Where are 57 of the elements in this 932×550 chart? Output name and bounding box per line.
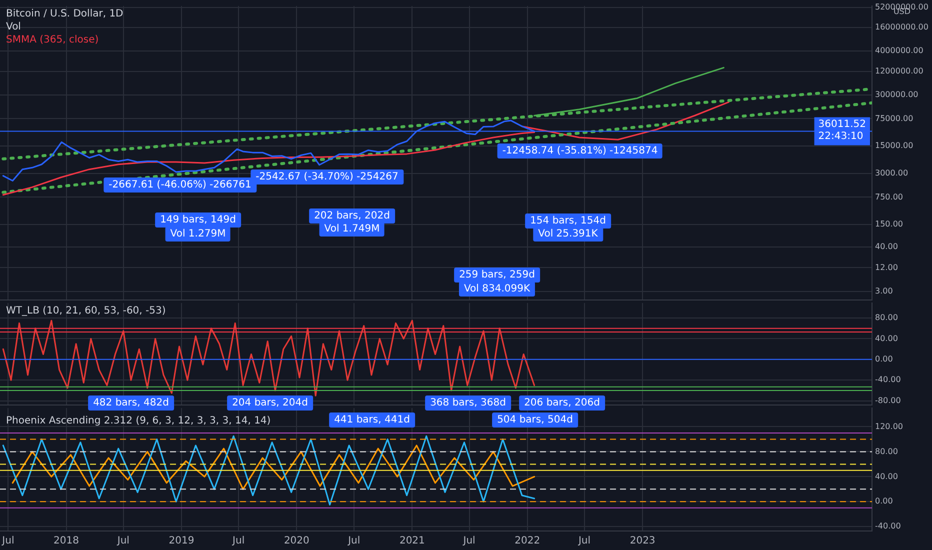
y-tick-label: 0.00 [875,496,893,506]
annotation: 259 bars, 259d [454,268,540,282]
x-tick-label: 2023 [630,536,656,547]
annotation: 154 bars, 154d [525,214,611,228]
y-tick-label: 150.00 [875,220,903,229]
annotation: -12458.74 (-35.81%) -1245874 [497,144,663,158]
x-tick-label: Jul [462,536,476,547]
x-tick-label: Jul [1,536,14,547]
x-tick-label: 2019 [168,536,194,547]
annotation: 441 bars, 441d [329,412,415,428]
annotation: Vol 834.099K [458,282,536,296]
y-tick-label: -80.00 [875,396,901,405]
y-tick-label: 1200000.00 [875,66,924,76]
x-tick-label: Jul [116,536,130,547]
annotation: 482 bars, 482d [88,396,174,410]
x-tick-label: Jul [232,536,245,547]
y-tick-label: 300000.00 [875,90,918,100]
annotation: 204 bars, 204d [227,396,313,410]
y-tick-label: 3.00 [875,286,893,296]
y-tick-label: 40.00 [875,242,898,252]
annotation: 149 bars, 149d [155,212,241,228]
y-tick-label: 120.00 [875,422,903,431]
annotation: 202 bars, 202d [309,208,395,224]
annotation: 504 bars, 504d [492,412,578,428]
y-tick-label: 750.00 [875,192,903,202]
text: Phoenix Ascending 2.312 (9, 6, 3, 12, 3, 3, 3, 14, 14) [6,416,271,427]
y-tick-label: 3000.00 [875,168,908,178]
x-tick-label: 2020 [284,536,310,547]
text: Vol [6,22,21,33]
y-tick-label: 40.00 [875,472,898,481]
chart-title: Bitcoin / U.S. Dollar, 1D [6,8,124,20]
y-tick-label: -40.00 [875,375,901,384]
y-tick-label: 4000000.00 [875,46,924,56]
y-tick-label: 80.00 [875,313,898,322]
annotation: Vol 25.391K [533,226,603,242]
ref-line-label: 36011.52 22:43:10 [818,118,866,142]
annotation: 206 bars, 206d [519,396,605,410]
annotation: Vol 1.279M [165,226,231,242]
y-tick-label: 80.00 [875,446,898,456]
x-tick-label: Jul [577,536,591,547]
text: SMMA (365, close) [6,34,99,46]
annotation: 368 bars, 368d [425,396,511,410]
y-tick-label: 75000.00 [875,114,914,123]
chart-title: WT_LB (10, 21, 60, 53, -60, -53) [6,306,166,317]
annotation: -2542.67 (-34.70%) -254267 [250,170,404,184]
x-tick-label: 2021 [399,536,425,547]
y-tick-label: -40.00 [875,522,901,531]
y-tick-label: 16000000.00 [875,22,928,32]
y-tick-label: 12.00 [875,262,898,272]
annotation: -2667.61 (-46.06%) -266761 [104,178,256,192]
y-tick-label: 0.00 [875,354,893,364]
x-tick-label: Jul [347,536,360,547]
annotation: Vol 1.749M [319,222,385,236]
x-tick-label: 2018 [54,536,79,547]
x-tick-label: 2022 [514,536,540,547]
y-tick-label: 40.00 [875,334,898,343]
y-tick-label: 15000.00 [875,141,914,150]
